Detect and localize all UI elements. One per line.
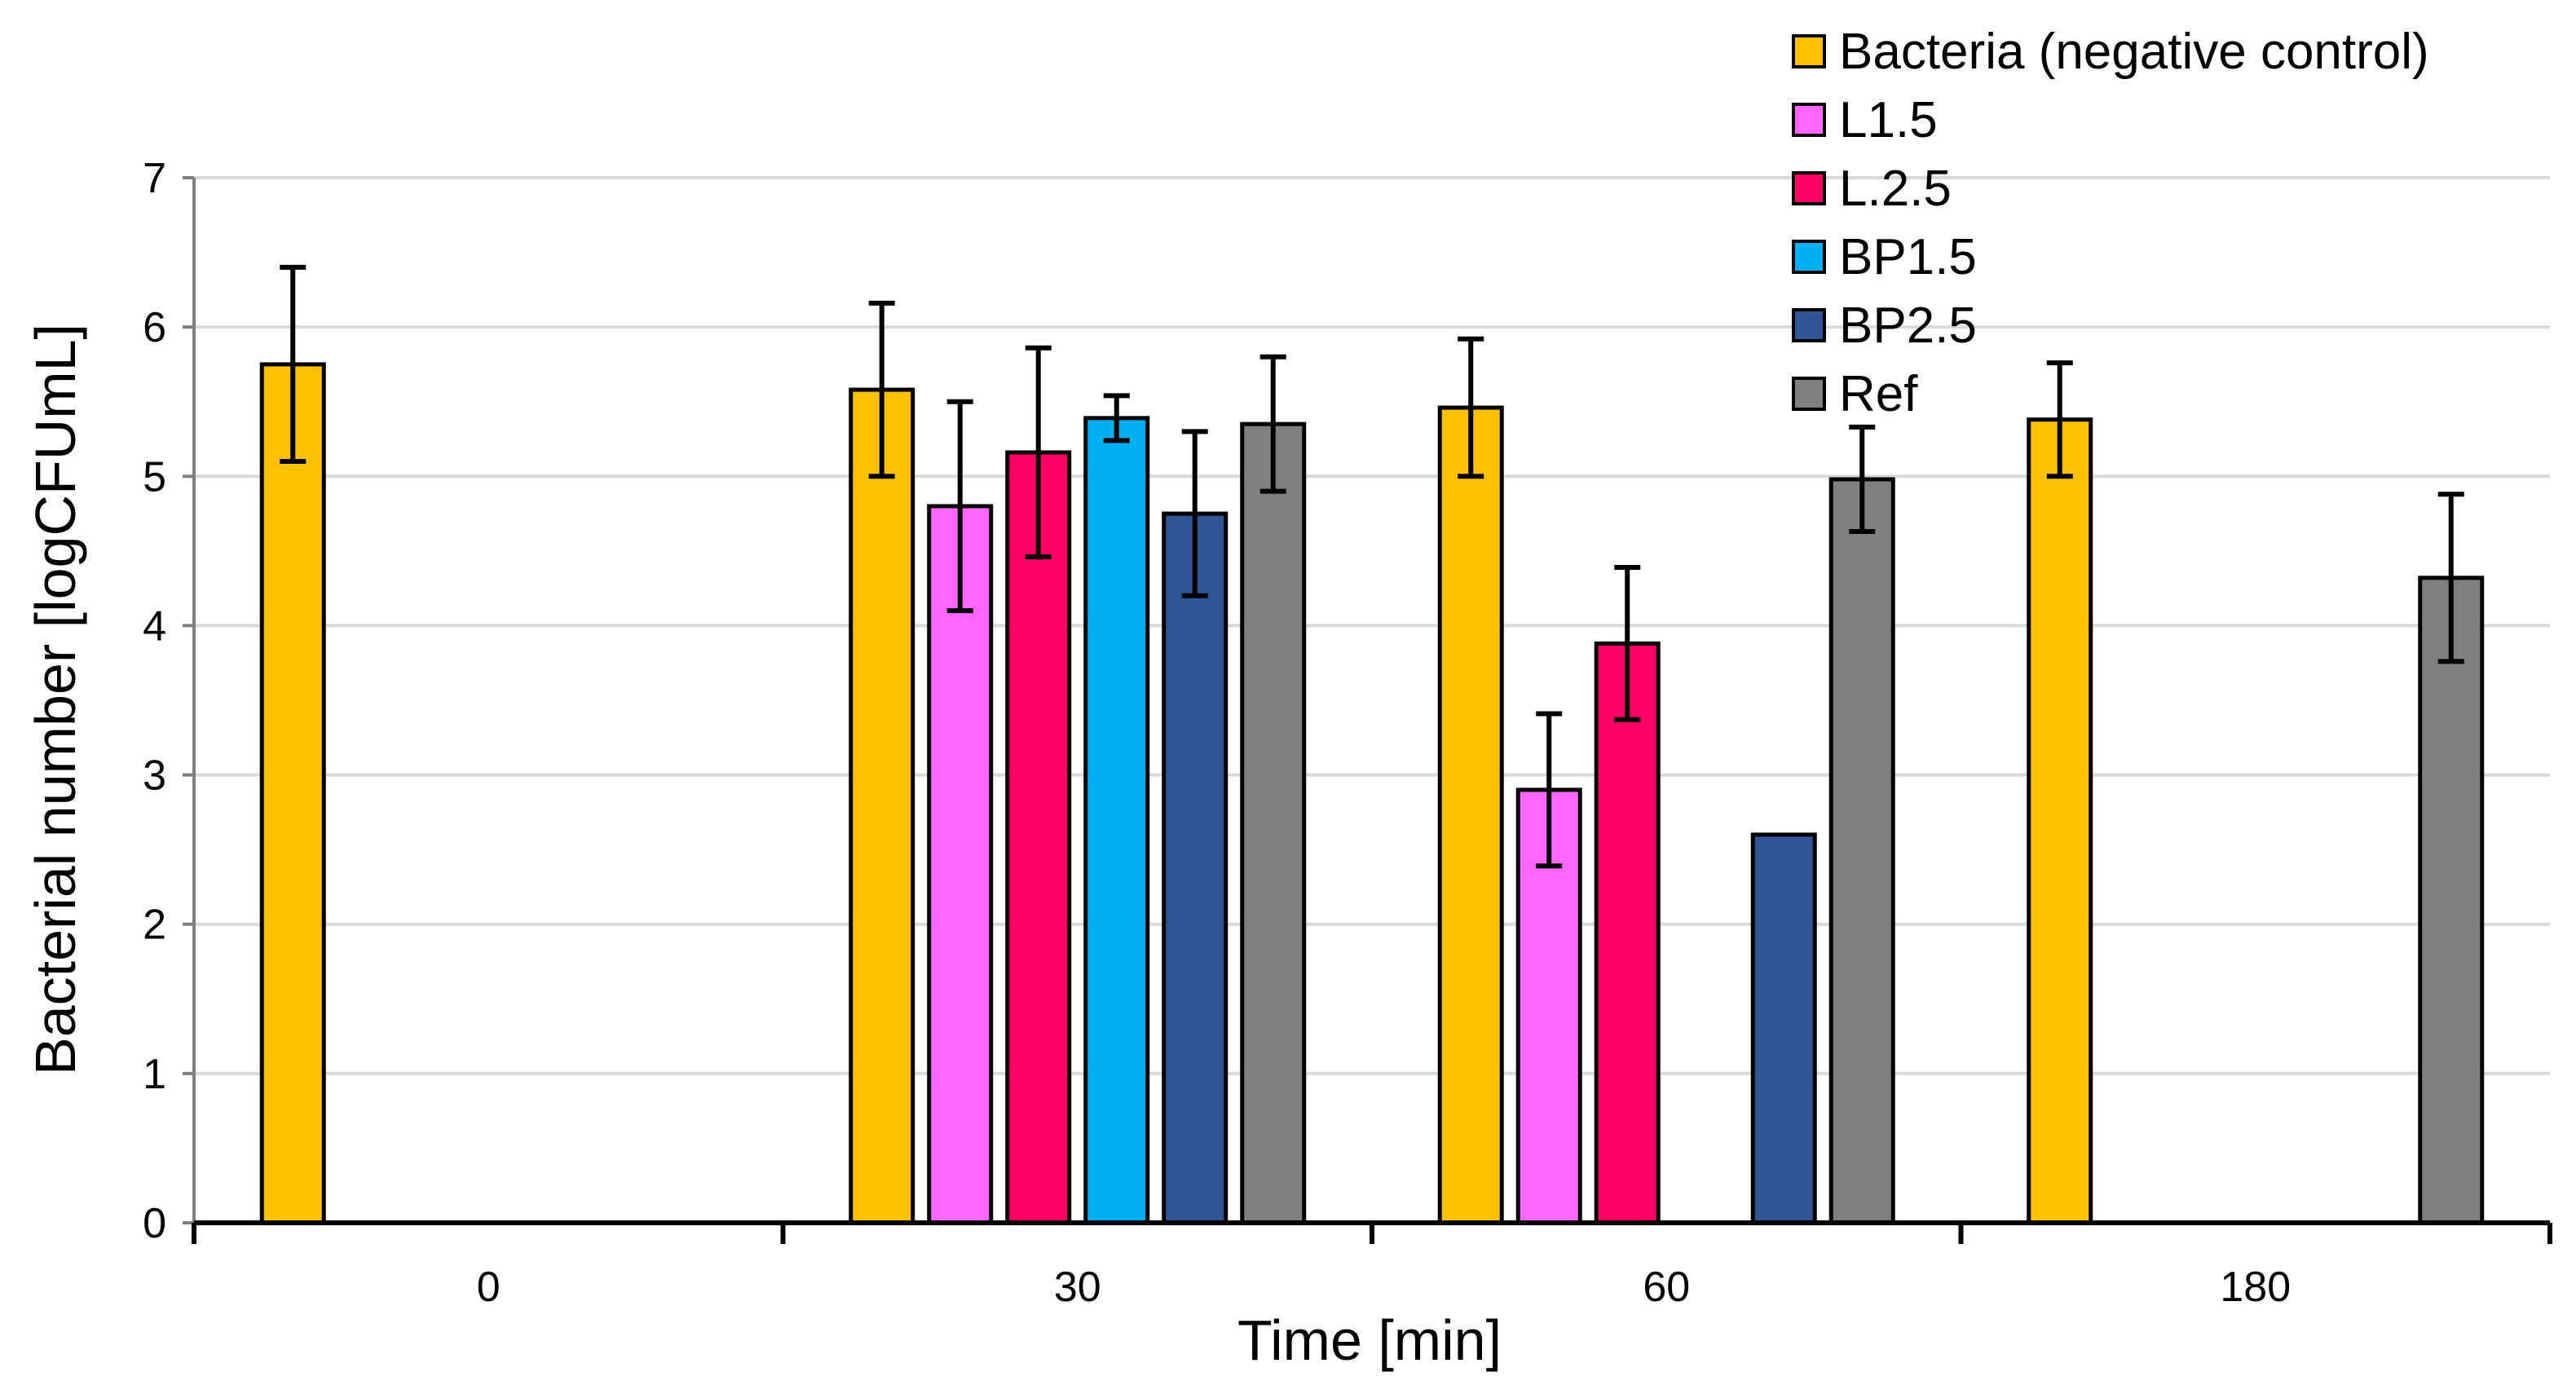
legend-label: BP2.5 <box>1839 298 1977 354</box>
y-tick-label: 7 <box>143 155 166 202</box>
bar-bp1-5-30 <box>1083 416 1150 1225</box>
y-tick-label: 6 <box>143 304 166 351</box>
y-tick-label: 3 <box>143 752 166 800</box>
y-tick-label: 4 <box>143 602 166 650</box>
legend-swatch <box>1792 103 1826 137</box>
legend-swatch <box>1792 377 1826 411</box>
bar-ref-180 <box>2418 576 2485 1225</box>
bars <box>259 264 2485 1225</box>
legend-label: L1.5 <box>1839 92 1938 148</box>
bar-ref-60 <box>1828 477 1895 1225</box>
axes: 0 1 2 3 4 5 6 7 0 30 60 180 <box>143 155 2552 1311</box>
legend-swatch <box>1792 171 1826 205</box>
y-tick-label: 2 <box>143 902 166 949</box>
legend-label: BP1.5 <box>1839 229 1977 285</box>
bar-bp2-5-30 <box>1162 511 1228 1225</box>
y-axis-title: Bacterial number [logCFUmL] <box>24 324 87 1075</box>
legend-label: Bacteria (negative control) <box>1839 24 2429 80</box>
bar-bacteria-negative-control--30 <box>849 387 915 1225</box>
bar-ref-30 <box>1240 421 1307 1225</box>
y-tick-label: 5 <box>143 453 166 501</box>
bar-l-2-5-30 <box>1005 450 1072 1225</box>
legend-swatch <box>1792 34 1826 68</box>
x-tick-label: 30 <box>1054 1264 1101 1311</box>
x-tick-label: 180 <box>2220 1264 2291 1311</box>
bar-bacteria-negative-control--180 <box>2027 417 2093 1225</box>
legend: Bacteria (negative control) L1.5 L.2.5 BP1.… <box>1792 24 2429 422</box>
legend-label: Ref <box>1839 366 1918 422</box>
x-axis-title: Time [min] <box>1237 1308 1502 1372</box>
x-tick-label: 60 <box>1643 1264 1690 1311</box>
bar-l-2-5-60 <box>1594 641 1661 1225</box>
bar-bp2-5-60 <box>1750 832 1817 1225</box>
legend-swatch <box>1792 308 1826 342</box>
y-tick-label: 1 <box>143 1051 166 1098</box>
y-tick-label: 0 <box>143 1200 166 1247</box>
gridlines <box>194 176 2550 1075</box>
legend-swatch <box>1792 240 1826 274</box>
bar-bacteria-negative-control--0 <box>259 362 326 1225</box>
x-tick-label: 0 <box>477 1264 501 1311</box>
bar-bacteria-negative-control--60 <box>1437 405 1504 1225</box>
bar-l1-5-30 <box>927 504 994 1225</box>
legend-label: L.2.5 <box>1839 161 1952 217</box>
